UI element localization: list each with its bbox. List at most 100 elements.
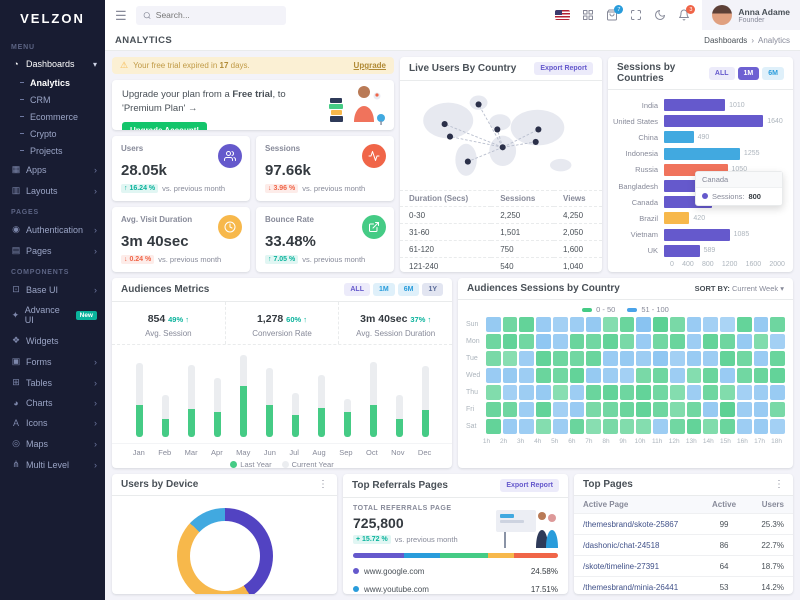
heatmap-cell[interactable]: [753, 334, 769, 349]
heatmap-cell[interactable]: [536, 317, 551, 332]
hamburger-icon[interactable]: ☰: [115, 7, 127, 23]
heatmap-cell[interactable]: [669, 385, 685, 400]
sidebar-item-pages[interactable]: ▤ Pages ›: [0, 240, 105, 261]
page-link[interactable]: /themesbrand/skote-25867: [574, 513, 701, 535]
heatmap-cell[interactable]: [636, 368, 652, 383]
sidebar-subitem-ecommerce[interactable]: Ecommerce: [0, 108, 105, 125]
heatmap-cell[interactable]: [536, 402, 551, 417]
heatmap-cell[interactable]: [736, 351, 752, 366]
heatmap-cell[interactable]: [502, 385, 518, 400]
heatmap-cell[interactable]: [502, 334, 518, 349]
heatmap-cell[interactable]: [736, 334, 752, 349]
sidebar-item-dashboards[interactable]: ◔ Dashboards ▾: [0, 54, 105, 74]
heatmap-cell[interactable]: [619, 402, 635, 417]
sidebar-subitem-crm[interactable]: CRM: [0, 91, 105, 108]
heatmap-cell[interactable]: [502, 419, 518, 434]
page-link[interactable]: /dashonic/chat-24518: [574, 534, 701, 556]
heatmap-cell[interactable]: [536, 385, 551, 400]
heatmap-cell[interactable]: [653, 351, 668, 366]
range-button-1m[interactable]: 1M: [737, 66, 760, 80]
heatmap-cell[interactable]: [669, 402, 685, 417]
heatmap-cell[interactable]: [720, 368, 735, 383]
heatmap-cell[interactable]: [770, 368, 785, 383]
breadcrumb-item-analytics[interactable]: Analytics: [757, 35, 790, 45]
heatmap-cell[interactable]: [586, 368, 602, 383]
heatmap-cell[interactable]: [569, 334, 585, 349]
upgrade-account-button[interactable]: Upgrade Account!: [122, 121, 208, 130]
heatmap-cell[interactable]: [736, 385, 752, 400]
heatmap-cell[interactable]: [669, 334, 685, 349]
heatmap-cell[interactable]: [669, 368, 685, 383]
sidebar-item-layouts[interactable]: ▥ Layouts ›: [0, 180, 105, 201]
heatmap-cell[interactable]: [753, 385, 769, 400]
heatmap-cell[interactable]: [686, 402, 702, 417]
export-report-button[interactable]: Export Report: [534, 62, 593, 75]
heatmap-cell[interactable]: [502, 351, 518, 366]
sidebar-item-charts[interactable]: ◕ Charts ›: [0, 393, 105, 413]
heatmap-cell[interactable]: [536, 351, 551, 366]
sort-by-dropdown[interactable]: SORT BY: Current Week ▾: [694, 284, 784, 293]
heatmap-cell[interactable]: [586, 317, 602, 332]
heatmap-cell[interactable]: [519, 317, 535, 332]
heatmap-cell[interactable]: [653, 402, 668, 417]
heatmap-cell[interactable]: [669, 317, 685, 332]
heatmap-cell[interactable]: [519, 419, 535, 434]
heatmap-cell[interactable]: [720, 317, 735, 332]
heatmap-cell[interactable]: [770, 334, 785, 349]
heatmap-cell[interactable]: [603, 317, 618, 332]
heatmap-cell[interactable]: [569, 368, 585, 383]
range-button-6m[interactable]: 6M: [397, 283, 420, 296]
fullscreen-button[interactable]: [630, 9, 642, 21]
heatmap-cell[interactable]: [486, 419, 501, 434]
heatmap-cell[interactable]: [770, 351, 785, 366]
heatmap-cell[interactable]: [552, 317, 568, 332]
heatmap-cell[interactable]: [753, 419, 769, 434]
language-flag[interactable]: [555, 10, 571, 20]
brand-logo[interactable]: VELZON: [20, 11, 85, 26]
heatmap-cell[interactable]: [603, 385, 618, 400]
heatmap-cell[interactable]: [636, 385, 652, 400]
apps-grid-button[interactable]: [582, 9, 594, 21]
heatmap-cell[interactable]: [736, 419, 752, 434]
heatmap-cell[interactable]: [603, 368, 618, 383]
heatmap-cell[interactable]: [636, 351, 652, 366]
heatmap-cell[interactable]: [686, 317, 702, 332]
heatmap-cell[interactable]: [703, 317, 719, 332]
heatmap-cell[interactable]: [552, 351, 568, 366]
upgrade-link[interactable]: Upgrade: [353, 61, 386, 70]
heatmap-cell[interactable]: [486, 402, 501, 417]
heatmap-cell[interactable]: [703, 351, 719, 366]
heatmap-cell[interactable]: [770, 402, 785, 417]
heatmap-cell[interactable]: [486, 368, 501, 383]
heatmap-cell[interactable]: [736, 368, 752, 383]
heatmap-cell[interactable]: [653, 368, 668, 383]
range-button-all[interactable]: ALL: [344, 283, 370, 296]
heatmap-cell[interactable]: [569, 419, 585, 434]
heatmap-cell[interactable]: [519, 334, 535, 349]
sidebar-item-advance-ui[interactable]: ✦ Advance UI New: [0, 300, 105, 330]
heatmap-cell[interactable]: [753, 402, 769, 417]
sidebar-item-base-ui[interactable]: ⊡ Base UI ›: [0, 279, 105, 300]
heatmap-cell[interactable]: [636, 402, 652, 417]
heatmap-cell[interactable]: [519, 402, 535, 417]
heatmap-cell[interactable]: [619, 419, 635, 434]
heatmap-cell[interactable]: [720, 334, 735, 349]
sidebar-subitem-projects[interactable]: Projects: [0, 142, 105, 159]
heatmap-cell[interactable]: [552, 334, 568, 349]
heatmap-cell[interactable]: [720, 351, 735, 366]
heatmap-cell[interactable]: [770, 419, 785, 434]
heatmap-cell[interactable]: [720, 419, 735, 434]
heatmap-cell[interactable]: [586, 334, 602, 349]
kebab-menu-icon[interactable]: ⋮: [774, 479, 784, 490]
heatmap-cell[interactable]: [486, 351, 501, 366]
heatmap-cell[interactable]: [586, 402, 602, 417]
sidebar-item-icons[interactable]: A Icons ›: [0, 413, 105, 433]
export-report-button[interactable]: Export Report: [500, 479, 559, 492]
heatmap-cell[interactable]: [753, 351, 769, 366]
heatmap-cell[interactable]: [770, 317, 785, 332]
heatmap-cell[interactable]: [619, 317, 635, 332]
sidebar-subitem-crypto[interactable]: Crypto: [0, 125, 105, 142]
heatmap-cell[interactable]: [486, 334, 501, 349]
heatmap-cell[interactable]: [636, 334, 652, 349]
heatmap-cell[interactable]: [519, 385, 535, 400]
